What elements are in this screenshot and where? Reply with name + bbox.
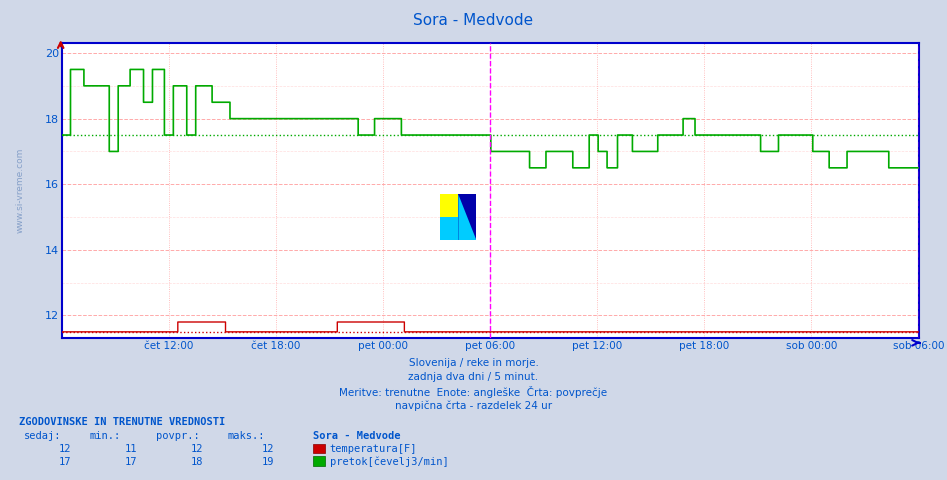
Text: 18: 18	[191, 456, 204, 467]
Text: zadnja dva dni / 5 minut.: zadnja dva dni / 5 minut.	[408, 372, 539, 382]
Text: ZGODOVINSKE IN TRENUTNE VREDNOSTI: ZGODOVINSKE IN TRENUTNE VREDNOSTI	[19, 417, 225, 427]
Text: min.:: min.:	[90, 431, 121, 441]
Text: temperatura[F]: temperatura[F]	[330, 444, 417, 454]
Text: pretok[čevelj3/min]: pretok[čevelj3/min]	[330, 456, 448, 467]
Bar	[458, 194, 476, 240]
Text: Meritve: trenutne  Enote: angleške  Črta: povprečje: Meritve: trenutne Enote: angleške Črta: …	[339, 386, 608, 398]
Text: 12: 12	[191, 444, 204, 454]
Text: maks.:: maks.:	[227, 431, 265, 441]
Text: sedaj:: sedaj:	[24, 431, 62, 441]
Bar	[440, 194, 458, 217]
Text: povpr.:: povpr.:	[156, 431, 200, 441]
Text: 12: 12	[59, 444, 71, 454]
Text: 11: 11	[125, 444, 137, 454]
Text: 19: 19	[262, 456, 275, 467]
Text: Slovenija / reke in morje.: Slovenija / reke in morje.	[408, 358, 539, 368]
Text: www.si-vreme.com: www.si-vreme.com	[16, 148, 25, 233]
Text: 12: 12	[262, 444, 275, 454]
Text: 17: 17	[59, 456, 71, 467]
Text: 17: 17	[125, 456, 137, 467]
Text: navpična črta - razdelek 24 ur: navpična črta - razdelek 24 ur	[395, 401, 552, 411]
Text: Sora - Medvode: Sora - Medvode	[414, 13, 533, 28]
Text: Sora - Medvode: Sora - Medvode	[313, 431, 400, 441]
Polygon shape	[458, 194, 476, 240]
Bar	[440, 217, 458, 240]
